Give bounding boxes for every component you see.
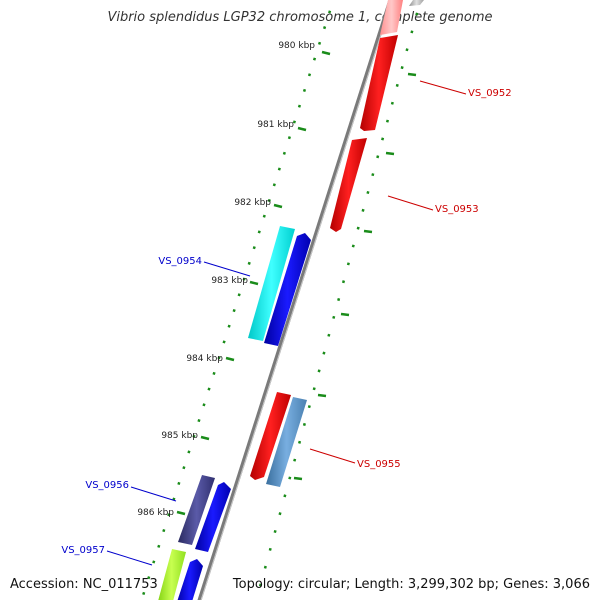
feature-vs-0957-lime[interactable] xyxy=(157,549,186,600)
feature-vs-0957[interactable] xyxy=(176,559,203,600)
scale-label: 982 kbp xyxy=(234,198,271,208)
feature-neighbor-gray xyxy=(409,0,424,6)
gene-label-vs-0954[interactable]: VS_0954 xyxy=(158,256,202,267)
scale-label: 983 kbp xyxy=(211,276,248,286)
gene-label-vs-0953[interactable]: VS_0953 xyxy=(435,204,479,215)
feature-vs-0955[interactable] xyxy=(250,392,291,480)
feature-vs-0953[interactable] xyxy=(330,138,367,232)
leader-vs-0957 xyxy=(106,550,153,566)
scale-label: 984 kbp xyxy=(186,354,223,364)
label-leaders xyxy=(106,80,467,566)
feature-vs-0954-cyan[interactable] xyxy=(248,226,295,341)
feature-vs-0952-end xyxy=(380,0,403,35)
feature-vs-0956[interactable] xyxy=(195,482,231,552)
outer-track-dashes xyxy=(293,72,417,481)
topology-label: Topology: circular; Length: 3,299,302 bp… xyxy=(232,577,590,592)
genome-backbone-highlight xyxy=(200,0,393,600)
gene-label-vs-0956[interactable]: VS_0956 xyxy=(85,480,129,491)
leader-vs-0952 xyxy=(419,80,467,95)
gene-label-vs-0957[interactable]: VS_0957 xyxy=(61,545,105,556)
accession-label: Accession: NC_011753 xyxy=(10,577,158,592)
feature-vs-0952[interactable] xyxy=(360,35,398,131)
feature-vs-0954[interactable] xyxy=(264,233,311,346)
gene-labels: VS_0952 VS_0953 VS_0954 VS_0955 VS_0956 … xyxy=(61,88,511,556)
scale-major-ticks xyxy=(176,50,331,516)
gene-label-vs-0955[interactable]: VS_0955 xyxy=(357,459,401,470)
scale-label: 985 kbp xyxy=(161,431,198,441)
leader-vs-0955 xyxy=(309,448,356,464)
scale-label: 981 kbp xyxy=(257,120,294,130)
genome-backbone xyxy=(197,0,393,600)
outer-tick-track xyxy=(255,0,422,600)
gene-label-vs-0952[interactable]: VS_0952 xyxy=(468,88,512,99)
leader-vs-0956 xyxy=(130,486,177,502)
forward-features xyxy=(250,0,424,487)
leader-vs-0953 xyxy=(387,195,434,211)
scale-labels: 980 kbp 981 kbp 982 kbp 983 kbp 984 kbp … xyxy=(137,41,315,518)
reverse-features xyxy=(157,226,311,600)
feature-vs-0955-b[interactable] xyxy=(266,397,307,487)
feature-vs-0956-navy[interactable] xyxy=(178,475,215,545)
scale-label: 986 kbp xyxy=(137,508,174,518)
leader-vs-0954 xyxy=(203,261,251,277)
scale-label: 980 kbp xyxy=(278,41,315,51)
